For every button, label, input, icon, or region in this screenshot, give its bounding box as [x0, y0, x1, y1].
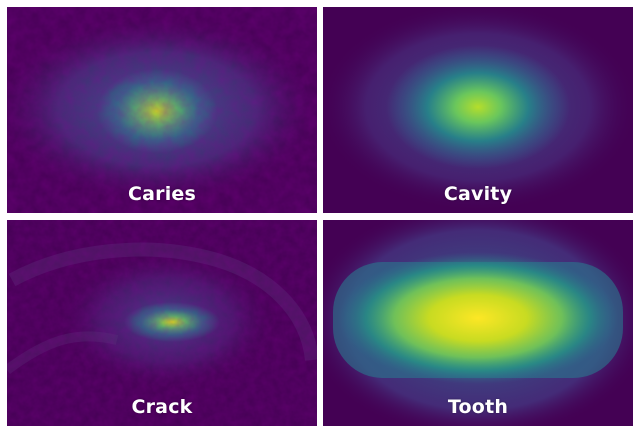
heatmap-panel-tooth: Tooth — [323, 220, 633, 426]
cavity-heatmap — [323, 7, 633, 213]
panel-label: Tooth — [447, 396, 509, 418]
heatmap-panel-cavity: Cavity — [323, 7, 633, 213]
caries-heatmap — [7, 7, 317, 213]
panel-label: Crack — [131, 396, 193, 418]
panel-label: Caries — [127, 183, 197, 205]
heatmap-panel-crack: Crack — [7, 220, 317, 426]
panel-label: Cavity — [443, 183, 513, 205]
heatmap-panel-caries: Caries — [7, 7, 317, 213]
crack-heatmap — [7, 220, 317, 426]
tooth-heatmap — [323, 220, 633, 426]
